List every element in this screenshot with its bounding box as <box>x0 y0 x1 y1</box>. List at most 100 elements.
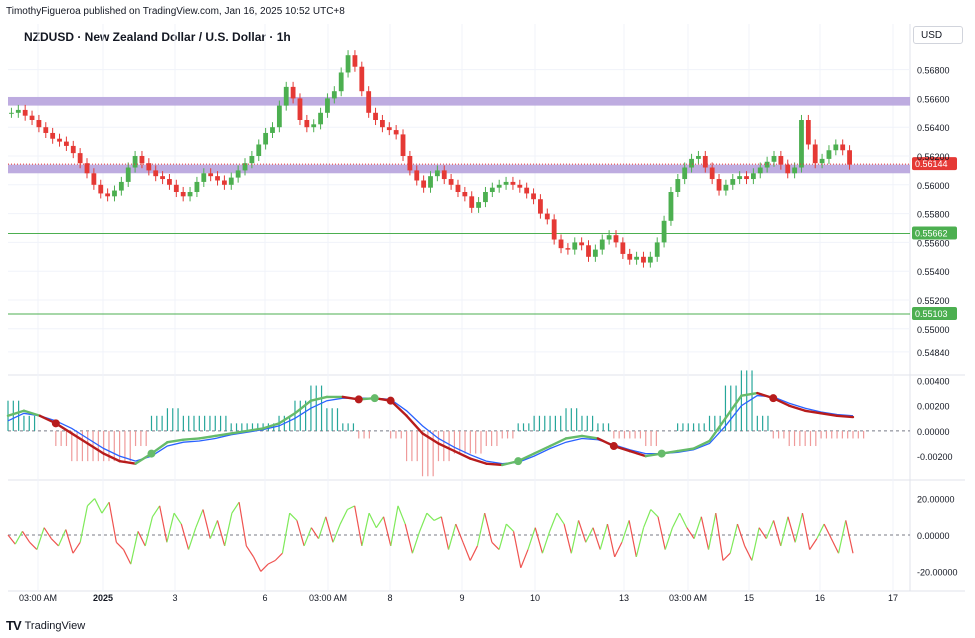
oscillator-segment <box>137 531 146 547</box>
macd-line-segment <box>788 404 807 412</box>
oscillator-segment <box>650 509 659 518</box>
oscillator-segment <box>224 513 233 547</box>
publisher-line: TimothyFigueroa published on TradingView… <box>6 6 345 17</box>
macd-line-segment <box>676 447 695 453</box>
oscillator-segment <box>816 523 825 539</box>
candle-body <box>847 150 852 165</box>
oscillator-segment <box>368 512 377 528</box>
oscillator-segment <box>267 559 276 565</box>
candle-body <box>187 192 193 197</box>
candle-body <box>448 179 454 185</box>
candle-body <box>15 109 21 113</box>
resistance-zones <box>8 96 910 174</box>
oscillator-segment <box>87 498 96 507</box>
oscillator-segment <box>751 527 760 561</box>
macd-pane <box>6 370 910 477</box>
oscillator-segment <box>635 527 645 558</box>
oscillator-segment <box>14 531 23 545</box>
macd-line-segment <box>437 442 456 453</box>
macd-line-segment <box>485 462 504 467</box>
time-tick-label: 10 <box>530 593 540 603</box>
candle-body <box>661 220 667 243</box>
time-tick-label: 17 <box>888 593 898 603</box>
price-tick-label: 0.56800 <box>917 66 950 76</box>
crossover-dot <box>769 394 778 403</box>
candle-body <box>338 72 344 92</box>
oscillator-segment <box>621 520 630 543</box>
time-tick-label: 16 <box>815 593 825 603</box>
currency-button[interactable]: USD <box>913 26 963 44</box>
oscillator-segment <box>657 516 666 550</box>
candle-body <box>799 120 804 168</box>
oscillator-segment <box>332 523 341 543</box>
candle-body <box>510 181 516 185</box>
candle-body <box>9 112 14 114</box>
time-tick-label: 15 <box>744 593 754 603</box>
oscillator-segment <box>375 516 385 529</box>
oscillator-segment <box>21 531 31 543</box>
candle-body <box>112 190 117 197</box>
oscillator-segment <box>50 538 59 547</box>
candle-body <box>496 184 502 188</box>
oscillator-segment <box>296 520 305 547</box>
support-lines: 0.55662 0.55103 <box>8 226 957 320</box>
candle-body <box>304 120 310 128</box>
oscillator-segment <box>238 502 247 547</box>
oscillator-segment <box>772 520 782 547</box>
oscillator-pane <box>7 498 910 572</box>
oscillator-tick-label: 0.00000 <box>917 531 950 541</box>
oscillator-segment <box>722 552 731 561</box>
oscillator-segment <box>484 512 493 543</box>
candle-body <box>586 245 591 257</box>
candle-body <box>696 156 701 159</box>
candle-body <box>345 55 351 73</box>
oscillator-segment <box>686 527 695 539</box>
candle-body <box>125 167 131 182</box>
candle-body <box>331 91 337 99</box>
oscillator-segment <box>180 523 190 550</box>
candle-body <box>531 193 536 200</box>
resistance-zone <box>8 164 910 174</box>
oscillator-segment <box>310 527 320 539</box>
oscillator-segment <box>462 542 471 561</box>
candle-body <box>441 170 447 180</box>
price-tick-label: 0.56600 <box>917 94 950 104</box>
price-axes: 0.56800 0.56600 0.56400 0.56200 0.56000 0.558… <box>917 66 958 578</box>
oscillator-segment <box>123 549 132 565</box>
candle-body <box>524 187 530 194</box>
candle-body <box>276 105 282 128</box>
candle-body <box>627 253 633 260</box>
candle-body <box>709 167 715 180</box>
macd-line-segment <box>261 422 281 430</box>
oscillator-segment <box>94 498 103 514</box>
oscillator-segment <box>361 513 370 547</box>
oscillator-segment <box>231 501 240 514</box>
oscillator-segment <box>830 538 840 554</box>
candle-body <box>620 242 626 254</box>
candle-body <box>641 256 646 263</box>
time-tick-label: 6 <box>262 593 267 603</box>
macd-line-segment <box>6 409 26 417</box>
candle-body <box>311 124 317 128</box>
candle-body <box>421 180 427 188</box>
time-axis: 03:00 AM 2025 3 6 03:00 AM 8 9 10 13 03:00 AM 15 16… <box>19 593 898 603</box>
macd-line-segment <box>166 438 185 444</box>
candle-body <box>352 55 358 67</box>
oscillator-segment <box>845 520 854 554</box>
oscillator-segment <box>303 527 312 547</box>
candle-body <box>613 235 619 243</box>
oscillator-segment <box>758 527 767 539</box>
time-tick-label: 13 <box>619 593 629 603</box>
candle-body <box>235 170 241 178</box>
macd-tick-label: 0.00200 <box>917 402 950 412</box>
footer: TV TradingView <box>6 618 85 633</box>
time-tick-label: 03:00 AM <box>19 593 57 603</box>
candle-body <box>565 248 571 250</box>
oscillator-segment <box>664 527 674 550</box>
oscillator-segment <box>447 523 457 550</box>
oscillator-segment <box>693 516 702 539</box>
oscillator-segment <box>440 516 450 550</box>
candle-body <box>70 145 76 154</box>
macd-line-segment <box>293 399 313 415</box>
